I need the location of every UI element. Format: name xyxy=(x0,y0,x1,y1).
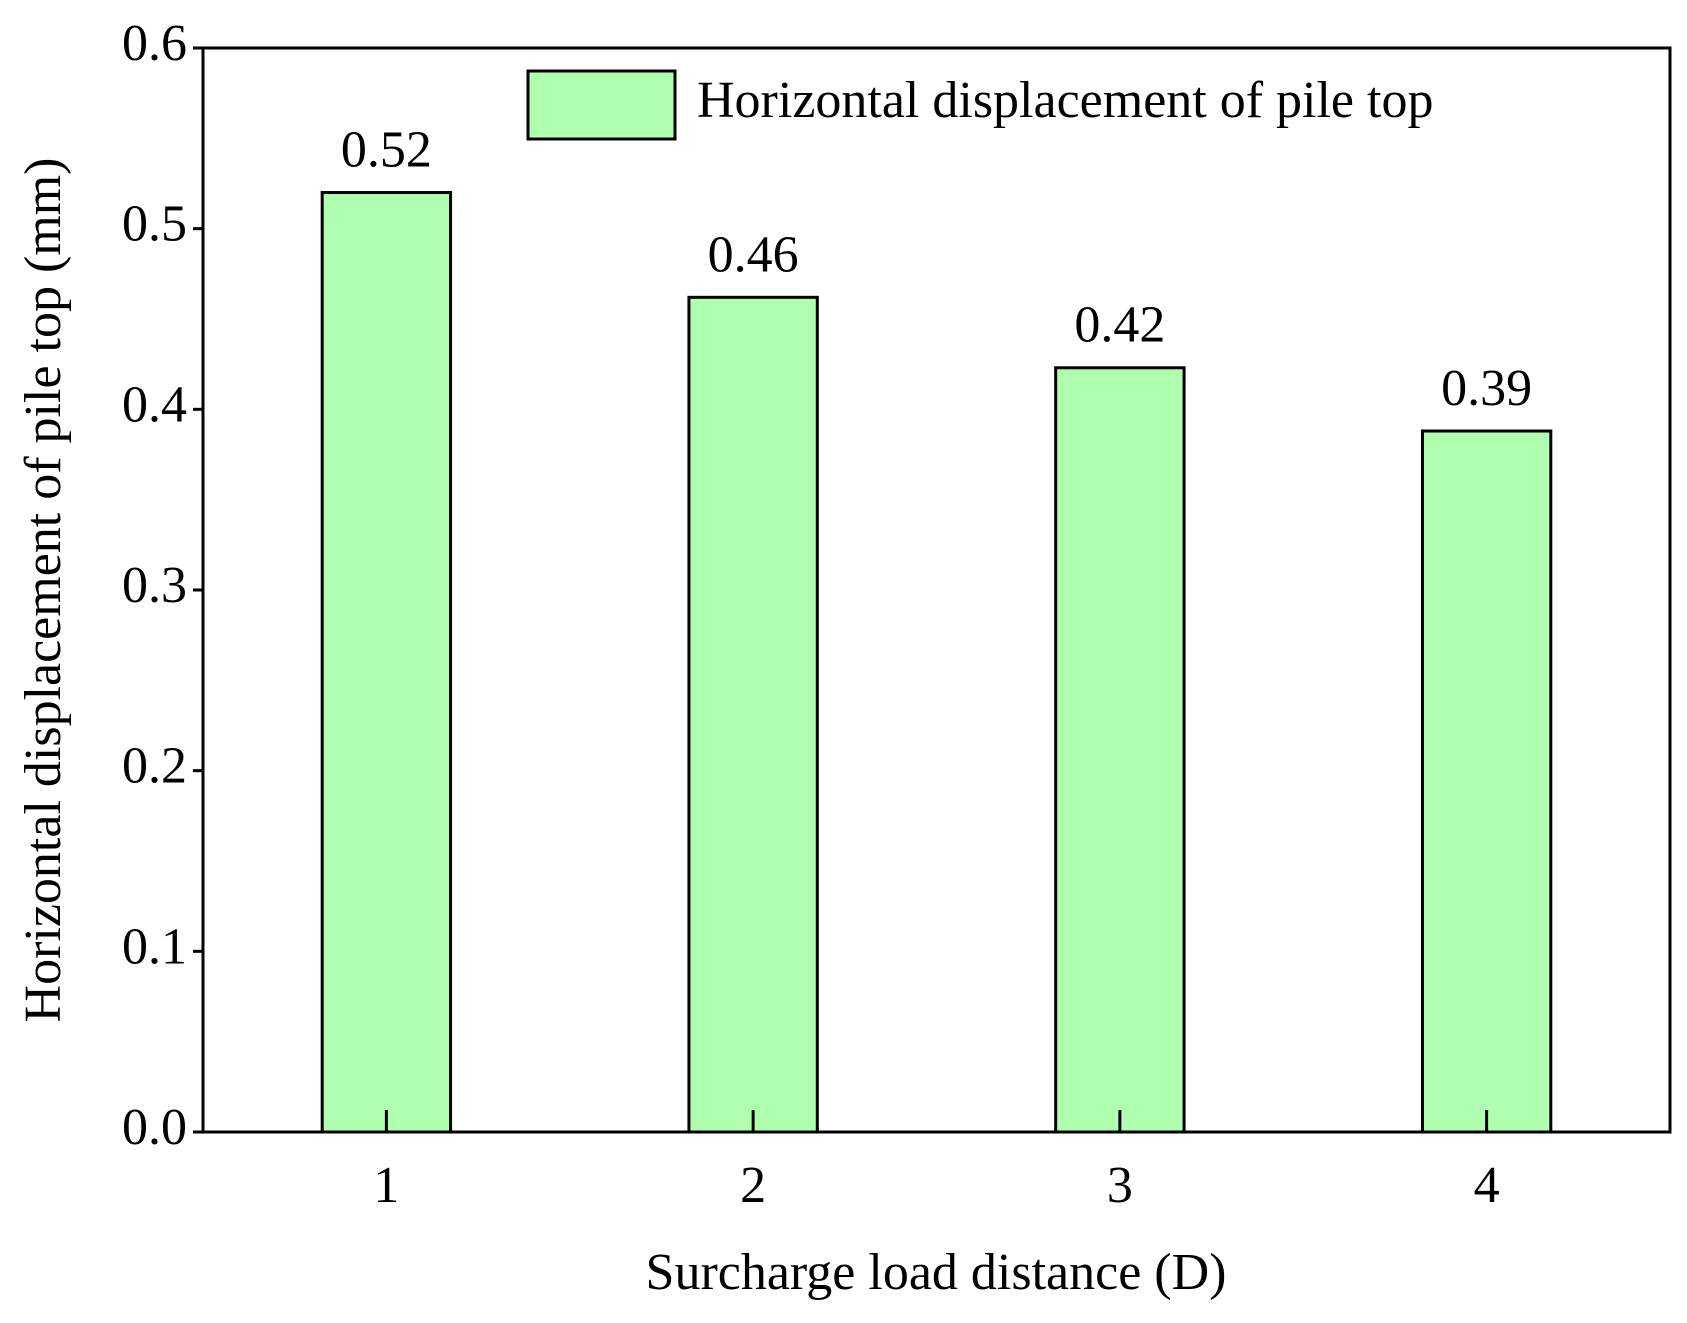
y-tick-label: 0.5 xyxy=(122,196,187,253)
y-tick-label: 0.3 xyxy=(122,557,187,614)
bar xyxy=(687,295,819,1134)
y-axis-label: Horizontal displacement of pile top (mm) xyxy=(15,158,72,1023)
x-tick-label: 1 xyxy=(373,1157,399,1214)
plot-frame xyxy=(201,46,1672,1134)
y-tick-label: 0.6 xyxy=(122,15,187,72)
bar xyxy=(1420,429,1553,1134)
data-label: 0.52 xyxy=(341,121,432,178)
bar xyxy=(1054,366,1186,1134)
x-tick-label: 2 xyxy=(740,1157,766,1214)
bar xyxy=(320,191,453,1134)
data-label: 0.42 xyxy=(1074,297,1165,354)
data-label: 0.39 xyxy=(1441,360,1532,417)
y-tick-label: 0.2 xyxy=(122,738,187,795)
data-label: 0.46 xyxy=(708,226,799,283)
y-tick-label: 0.4 xyxy=(122,376,187,433)
legend-label: Horizontal displacement of pile top xyxy=(697,72,1433,129)
x-axis-label: Surcharge load distance (D) xyxy=(646,1244,1227,1301)
y-tick-label: 0.1 xyxy=(122,918,187,975)
legend-swatch xyxy=(526,69,677,141)
y-tick-label: 0.0 xyxy=(122,1099,187,1156)
x-tick-label: 4 xyxy=(1474,1157,1500,1214)
x-tick-label: 3 xyxy=(1107,1157,1133,1214)
